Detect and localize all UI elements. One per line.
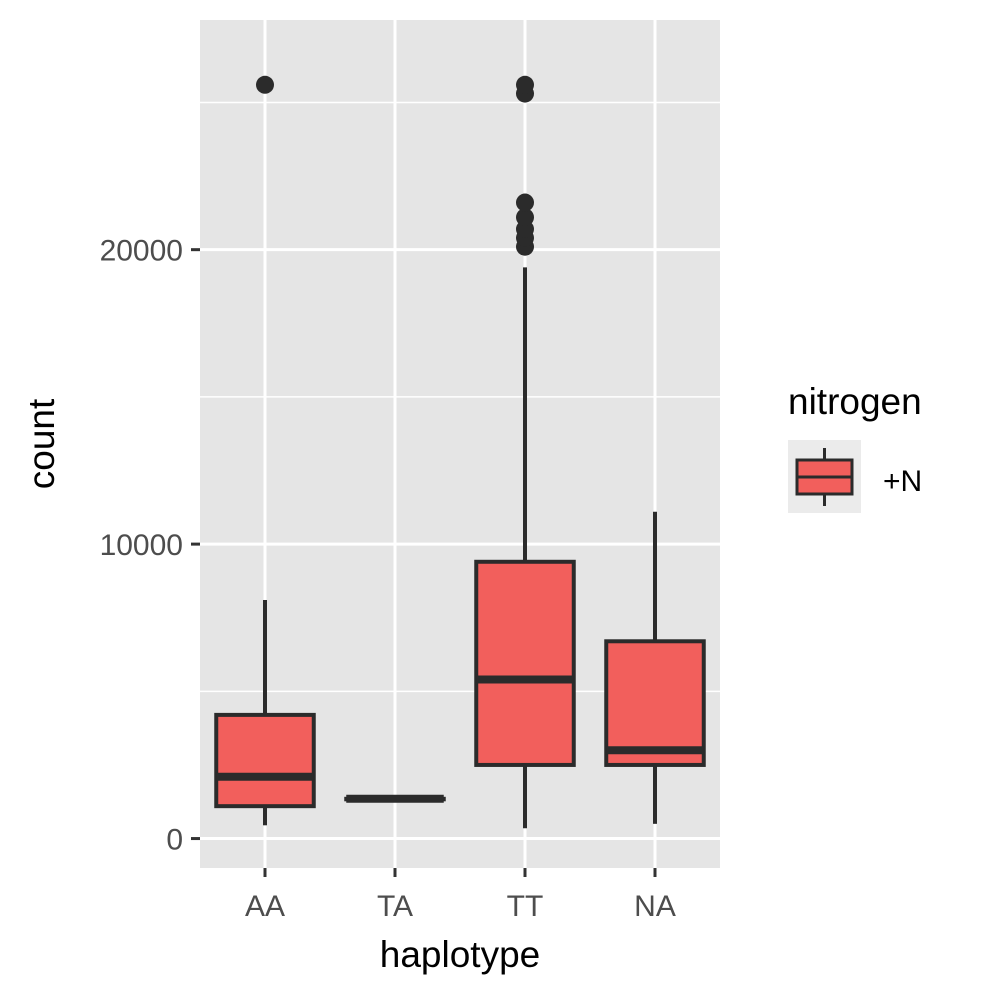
legend-title: nitrogen	[788, 381, 922, 422]
y-tick-label: 0	[166, 824, 183, 857]
x-tick-label: TT	[507, 890, 544, 923]
legend-label: +N	[883, 465, 922, 498]
y-tick-label: 20000	[100, 235, 183, 268]
y-axis-title: count	[21, 398, 62, 489]
boxes-layer	[214, 75, 706, 829]
x-tick-label: AA	[245, 890, 285, 923]
outlier-point	[516, 75, 534, 94]
outlier-point	[516, 208, 534, 227]
box-iqr	[214, 712, 316, 809]
box-iqr	[474, 559, 576, 767]
box-na	[604, 511, 706, 824]
outlier-point	[516, 193, 534, 212]
legend: nitrogen +N	[788, 381, 922, 513]
x-axis-title: haplotype	[380, 934, 540, 975]
box-iqr	[604, 639, 706, 767]
box-aa	[214, 75, 316, 826]
box-ta	[344, 794, 446, 803]
legend-key	[788, 440, 861, 513]
y-tick-label: 10000	[100, 529, 183, 562]
axes-layer: 0 10000 20000 AA TA TT NA	[100, 235, 676, 923]
box-tt	[474, 75, 576, 829]
x-tick-label: TA	[377, 890, 413, 923]
x-tick-label: NA	[634, 890, 676, 923]
outlier-point	[256, 75, 274, 94]
